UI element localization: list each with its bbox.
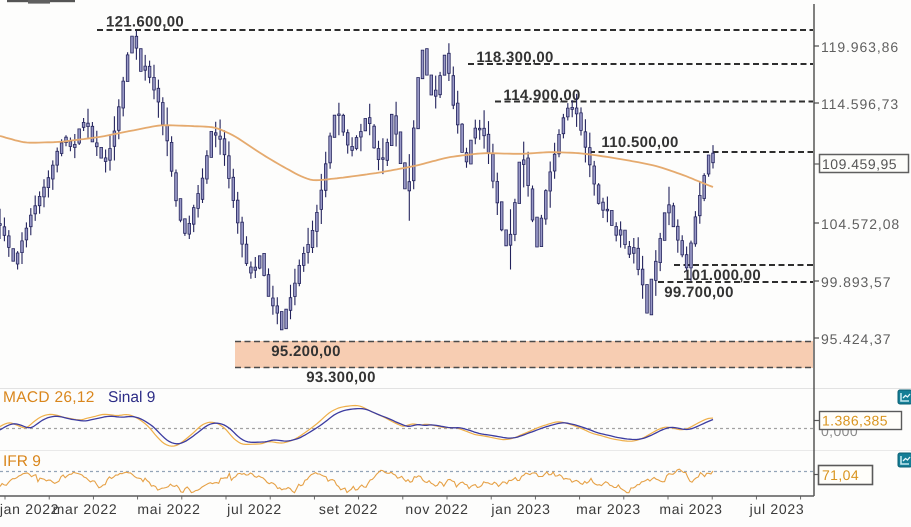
svg-text:jul 2023: jul 2023 [749,501,805,517]
svg-text:nov 2022: nov 2022 [405,501,468,517]
svg-text:1.386,385: 1.386,385 [822,413,888,429]
svg-text:mai 2023: mai 2023 [659,501,722,517]
svg-text:mai 2022: mai 2022 [137,501,200,517]
svg-text:114.596,73: 114.596,73 [821,96,899,112]
svg-text:121.600,00: 121.600,00 [106,14,184,31]
svg-text:jan 2022: jan 2022 [0,501,59,517]
svg-text:118.300,00: 118.300,00 [476,49,553,66]
svg-text:99.700,00: 99.700,00 [664,284,733,301]
svg-text:mar 2022: mar 2022 [53,501,118,517]
svg-text:114.900,00: 114.900,00 [503,87,580,104]
svg-text:IFR 9: IFR 9 [3,453,41,470]
svg-text:93.300,00: 93.300,00 [306,369,375,386]
svg-text:119.963,86: 119.963,86 [821,39,899,55]
svg-text:99.893,57: 99.893,57 [821,274,891,290]
svg-text:104.572,08: 104.572,08 [821,216,900,232]
svg-text:110.500,00: 110.500,00 [601,134,678,151]
svg-text:95.424,37: 95.424,37 [821,331,891,347]
svg-text:95.200,00: 95.200,00 [271,343,340,360]
svg-text:jan 2023: jan 2023 [490,501,550,517]
svg-text:71,04: 71,04 [822,467,859,483]
svg-text:mar 2023: mar 2023 [576,501,641,517]
svg-text:109.459,95: 109.459,95 [822,156,897,172]
svg-text:MACD 26,12: MACD 26,12 [3,389,95,406]
svg-text:101.000,00: 101.000,00 [683,267,761,284]
svg-text:Sinal 9: Sinal 9 [108,389,155,406]
svg-text:set 2022: set 2022 [319,501,378,517]
svg-text:jul 2022: jul 2022 [226,501,282,517]
